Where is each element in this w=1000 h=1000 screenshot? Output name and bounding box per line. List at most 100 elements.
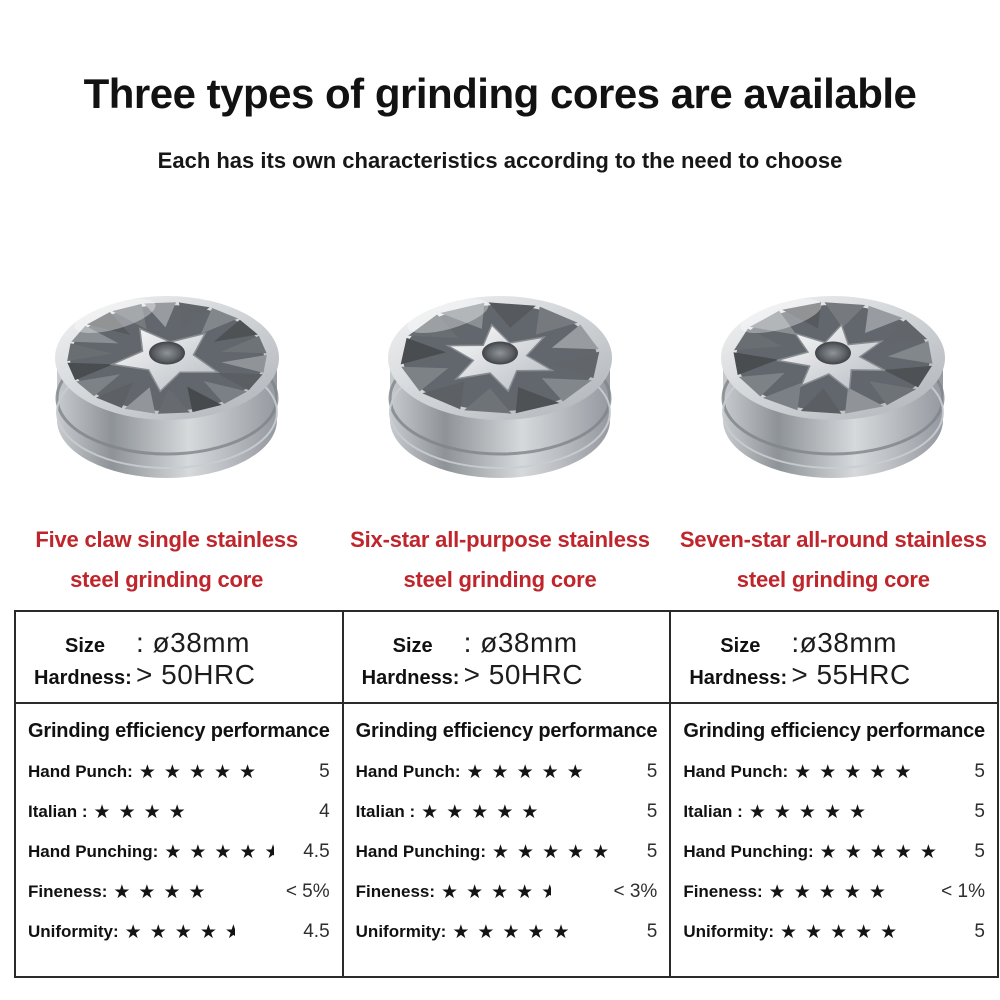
star-rating: ★ ★ ★ ★ ★	[435, 883, 613, 902]
product-name-seven-star: Seven-star all-round stainless steel gri…	[667, 520, 1000, 600]
ratings-cell: Grinding efficiency performance Hand Pun…	[671, 704, 997, 976]
star-rating: ★ ★ ★ ★ ★	[763, 883, 941, 902]
size-label: Size	[64, 635, 106, 657]
star-rating: ★ ★ ★ ★ ★	[158, 843, 285, 862]
size-row: Size : ø38mm	[362, 627, 662, 659]
rating-row-fineness: Fineness: ★ ★ ★ ★ ★ < 3%	[356, 881, 658, 903]
star-icon: ★	[552, 921, 570, 943]
rating-label: Fineness:	[28, 882, 108, 901]
rating-row-italian: Italian : ★ ★ ★ ★ ★ 5	[356, 801, 658, 823]
hardness-label: Hardness:	[34, 667, 132, 689]
product-name-six-star: Six-star all-purpose stainless steel gri…	[333, 520, 666, 600]
star-icon: ★	[213, 761, 232, 783]
rating-label: Hand Punching:	[683, 842, 814, 861]
star-icon: ★	[188, 761, 206, 783]
rating-label: Hand Punch:	[683, 762, 789, 781]
rating-row-hand-punching: Hand Punching: ★ ★ ★ ★ ★ 5	[356, 841, 658, 863]
seven-star-burr-photo	[703, 250, 963, 500]
spec-column-seven-star: Size :ø38mm Hardness: > 55HRC Grinding e…	[669, 610, 999, 978]
half-star-icon: ★	[264, 842, 275, 862]
rating-label: Uniformity:	[683, 922, 774, 941]
five-claw-burr-photo	[37, 250, 297, 500]
star-icon: ★	[844, 761, 862, 783]
six-star-burr-photo	[370, 250, 630, 500]
product-image-cell	[0, 240, 333, 510]
star-icon: ★	[188, 881, 206, 903]
star-icon: ★	[421, 801, 439, 823]
product-images-row	[0, 240, 1000, 510]
product-name-line1: Seven-star all-round stainless	[679, 527, 987, 552]
product-name-five-claw: Five claw single stainless steel grindin…	[0, 520, 333, 600]
comparison-table: Size : ø38mm Hardness: > 50HRC Grinding …	[14, 610, 999, 978]
rating-label: Fineness:	[355, 882, 436, 901]
star-icon: ★	[844, 841, 862, 863]
star-icon: ★	[773, 801, 791, 823]
rating-row-italian: Italian : ★ ★ ★ ★ ★ 5	[683, 801, 985, 823]
star-rating: ★ ★ ★ ★ ★	[461, 763, 614, 782]
product-name-line2: steel grinding core	[736, 567, 930, 592]
star-rating: ★ ★ ★ ★ ★	[788, 763, 941, 782]
rating-label: Italian :	[683, 802, 743, 821]
star-icon: ★	[794, 761, 812, 783]
star-icon: ★	[793, 881, 811, 903]
rating-label: Fineness:	[683, 882, 763, 901]
rating-value: 5	[319, 761, 330, 782]
star-icon: ★	[818, 881, 836, 903]
rating-value: < 1%	[941, 881, 985, 902]
rating-label: Uniformity:	[28, 922, 119, 941]
star-rating: ★ ★ ★ ★ ★	[415, 803, 613, 822]
star-rating: ★ ★ ★ ★ ★	[486, 843, 613, 862]
rating-value: 5	[974, 801, 985, 822]
star-icon: ★	[164, 841, 182, 863]
product-name-line2: steel grinding core	[70, 567, 264, 592]
hardness-row: Hardness: > 50HRC	[34, 659, 334, 691]
hardness-value: > 50HRC	[463, 659, 584, 690]
star-icon: ★	[517, 841, 535, 863]
rating-label: Hand Punching:	[355, 842, 486, 861]
spec-column-five-claw: Size : ø38mm Hardness: > 50HRC Grinding …	[14, 610, 344, 978]
half-star-icon: ★	[224, 922, 235, 942]
product-name-line1: Six-star all-purpose stainless	[350, 527, 650, 552]
rating-label: Italian :	[28, 802, 88, 821]
hardness-label: Hardness:	[361, 667, 460, 689]
hardness-label: Hardness:	[689, 667, 788, 689]
star-icon: ★	[521, 801, 539, 823]
rating-value: 5	[646, 801, 658, 822]
ratings-cell: Grinding efficiency performance Hand Pun…	[16, 704, 342, 976]
star-icon: ★	[542, 841, 560, 863]
star-icon: ★	[466, 761, 484, 783]
star-icon: ★	[239, 841, 257, 863]
rating-row-fineness: Fineness: ★ ★ ★ ★ ★ < 1%	[683, 881, 985, 903]
star-icon: ★	[541, 761, 559, 783]
ratings-title: Grinding efficiency performance	[683, 720, 985, 742]
half-star-icon: ★	[541, 882, 552, 902]
rating-row-fineness: Fineness: ★ ★ ★ ★ < 5%	[28, 881, 330, 903]
star-icon: ★	[779, 921, 798, 943]
star-icon: ★	[869, 841, 887, 863]
star-icon: ★	[748, 801, 766, 823]
rating-label: Uniformity:	[355, 922, 447, 941]
hardness-value: > 50HRC	[136, 659, 256, 690]
spec-cell: Size : ø38mm Hardness: > 50HRC	[343, 612, 670, 704]
star-rating: ★ ★ ★ ★ ★	[814, 843, 941, 862]
product-image-cell	[667, 240, 1000, 510]
rating-row-uniformity: Uniformity: ★ ★ ★ ★ ★ 5	[356, 921, 658, 943]
size-value: :ø38mm	[791, 627, 897, 658]
star-icon: ★	[843, 881, 861, 903]
star-icon: ★	[880, 921, 898, 943]
hardness-value: > 55HRC	[791, 659, 911, 690]
star-icon: ★	[446, 801, 464, 823]
star-icon: ★	[138, 761, 156, 783]
star-rating: ★ ★ ★ ★ ★	[774, 923, 941, 942]
star-icon: ★	[491, 881, 509, 903]
ratings-title: Grinding efficiency performance	[28, 720, 330, 742]
hardness-row: Hardness: > 50HRC	[362, 659, 662, 691]
rating-row-uniformity: Uniformity: ★ ★ ★ ★ ★ 5	[683, 921, 985, 943]
rating-value: 5	[646, 761, 658, 782]
star-icon: ★	[466, 881, 484, 903]
rating-value: 5	[974, 761, 985, 782]
rating-value: 4.5	[303, 841, 330, 862]
star-icon: ★	[163, 761, 181, 783]
star-icon: ★	[567, 841, 585, 863]
star-icon: ★	[823, 801, 842, 823]
